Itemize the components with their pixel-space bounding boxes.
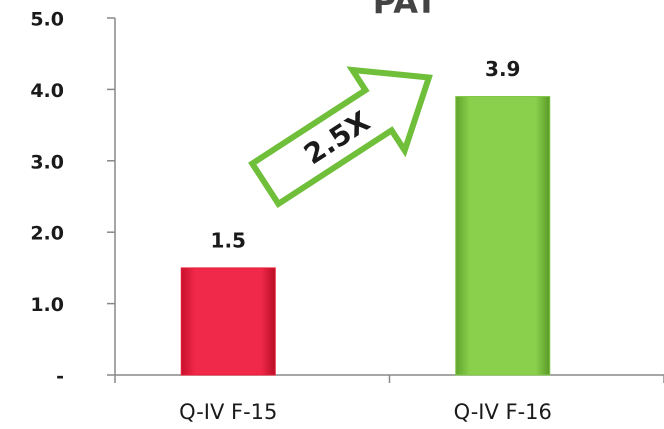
value-label: 3.9	[485, 57, 520, 81]
growth-arrow: 2.5X	[248, 66, 433, 209]
y-tick-label: 4.0	[30, 80, 64, 102]
value-label: 1.5	[211, 228, 246, 252]
x-tick-label: Q-IV F-16	[454, 400, 552, 424]
y-tick-label: 3.0	[30, 151, 64, 173]
y-tick-label: -	[56, 366, 64, 388]
y-tick-label: 5.0	[30, 9, 64, 31]
bar	[455, 96, 551, 376]
chart-title: PAT	[373, 0, 438, 21]
y-tick-label: 1.0	[30, 294, 64, 316]
bar	[180, 267, 276, 376]
y-tick-label: 2.0	[30, 223, 64, 245]
x-tick-label: Q-IV F-15	[179, 400, 277, 424]
